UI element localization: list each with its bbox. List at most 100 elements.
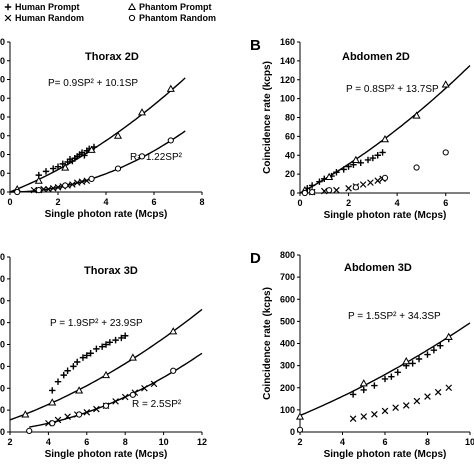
y-axis-label: Coincidence rate (kcps) <box>262 61 273 174</box>
y-tick-label: 0 <box>290 188 295 198</box>
y-tick-label: 140 <box>280 56 295 66</box>
data-point-circle <box>102 402 110 409</box>
data-point-plus <box>430 346 438 354</box>
data-point-triangle <box>325 172 334 181</box>
data-point-plus <box>60 371 67 379</box>
fit-equation: P = 1.5SP² + 34.3SP <box>348 311 441 322</box>
y-tick-label: 60 <box>285 131 295 141</box>
data-point-plus <box>364 156 372 164</box>
y-tick-label: 160 <box>280 37 295 47</box>
legend-label: Human Prompt <box>15 2 80 12</box>
legend-plus-icon <box>4 3 12 11</box>
data-point-cross <box>333 186 340 194</box>
data-point-plus <box>112 336 119 344</box>
x-tick-label: 4 <box>103 197 108 207</box>
panels: 02468020406080100120140160Single photon … <box>0 37 474 460</box>
y-tick-label: 500 <box>280 316 295 326</box>
data-point-plus <box>74 358 81 366</box>
data-point-triangle <box>295 412 305 420</box>
data-point-triangle <box>359 379 368 387</box>
data-point-plus <box>50 165 57 172</box>
y-tick-label: 0 <box>0 427 5 437</box>
data-point-cross <box>69 181 76 188</box>
y-tick-label: 20 <box>0 168 5 178</box>
chart-panel: 2468101200000000000000000Single photon r… <box>0 252 207 460</box>
data-point-circle <box>326 187 333 194</box>
data-point-circle <box>35 187 42 194</box>
data-point-circle <box>62 182 69 189</box>
x-tick-label: 4 <box>340 437 345 447</box>
x-tick-label: 8 <box>199 197 204 207</box>
data-point-triangle <box>351 155 360 164</box>
data-point-cross <box>93 405 100 413</box>
data-point-plus <box>369 154 377 162</box>
data-point-triangle <box>169 327 178 335</box>
chart-panel: 02468020406080100120140160Single photon … <box>0 37 205 220</box>
legend-cross-icon <box>4 14 12 22</box>
data-point-circle <box>309 188 316 196</box>
data-point-triangle <box>113 131 123 139</box>
y-tick-label: 00 <box>0 274 5 284</box>
data-point-circle <box>167 137 174 144</box>
y-tick-label: 100 <box>280 405 295 415</box>
data-point-plus <box>54 163 62 170</box>
data-point-circle <box>129 391 136 398</box>
data-point-plus <box>79 354 87 361</box>
data-point-cross <box>150 380 158 388</box>
data-point-triangle <box>444 332 453 340</box>
data-point-cross <box>402 402 410 409</box>
data-point-circle <box>76 411 83 418</box>
x-tick-label: 4 <box>395 198 400 208</box>
x-tick-label: 8 <box>123 437 128 447</box>
data-point-circle <box>381 174 389 181</box>
x-tick-label: 6 <box>84 437 89 447</box>
data-point-plus <box>415 355 423 363</box>
data-point-plus <box>340 166 347 173</box>
y-tick-label: 0 <box>290 427 295 437</box>
data-point-plus <box>381 375 389 383</box>
y-tick-label: 400 <box>280 339 295 349</box>
data-point-triangle <box>128 353 137 361</box>
y-tick-label: 300 <box>280 361 295 371</box>
y-tick-label: 00 <box>0 252 5 262</box>
data-point-triangle <box>166 84 175 92</box>
legend-triangle-icon <box>127 2 137 11</box>
y-tick-label: 40 <box>285 150 295 160</box>
data-point-triangle <box>402 356 411 365</box>
data-point-triangle <box>380 134 390 143</box>
data-point-plus <box>81 152 88 159</box>
y-tick-label: 80 <box>285 113 295 123</box>
y-tick-label: 00 <box>0 361 5 371</box>
data-point-cross <box>64 413 71 420</box>
data-point-triangle <box>48 398 57 406</box>
data-point-plus <box>424 351 431 358</box>
y-tick-label: 0 <box>0 187 5 197</box>
data-point-plus <box>64 367 71 374</box>
data-point-plus <box>102 341 110 348</box>
data-point-plus <box>437 342 444 349</box>
data-point-circle <box>114 165 122 172</box>
data-point-plus <box>122 332 129 339</box>
data-point-plus <box>49 387 56 394</box>
data-point-circle <box>413 164 420 171</box>
y-tick-label: 600 <box>280 294 295 304</box>
data-point-circle <box>301 189 308 197</box>
data-point-plus <box>388 373 395 380</box>
y-tick-label: 40 <box>0 150 5 160</box>
data-point-cross <box>392 404 399 411</box>
data-point-cross <box>121 393 129 401</box>
fit-equation: R = 2.5SP² <box>132 399 182 410</box>
data-point-plus <box>349 391 357 398</box>
x-axis-label: Single photon rate (Mcps) <box>324 210 447 221</box>
data-point-circle <box>26 427 33 435</box>
fit-equation: R= 1.22SP² <box>130 152 183 163</box>
x-tick-label: 8 <box>425 437 430 447</box>
x-axis-label: Single photon rate (Mcps) <box>45 449 168 460</box>
data-point-cross <box>54 416 62 424</box>
legend-circle-icon <box>128 14 136 22</box>
x-tick-label: 6 <box>443 198 448 208</box>
fit-curve <box>299 322 471 417</box>
